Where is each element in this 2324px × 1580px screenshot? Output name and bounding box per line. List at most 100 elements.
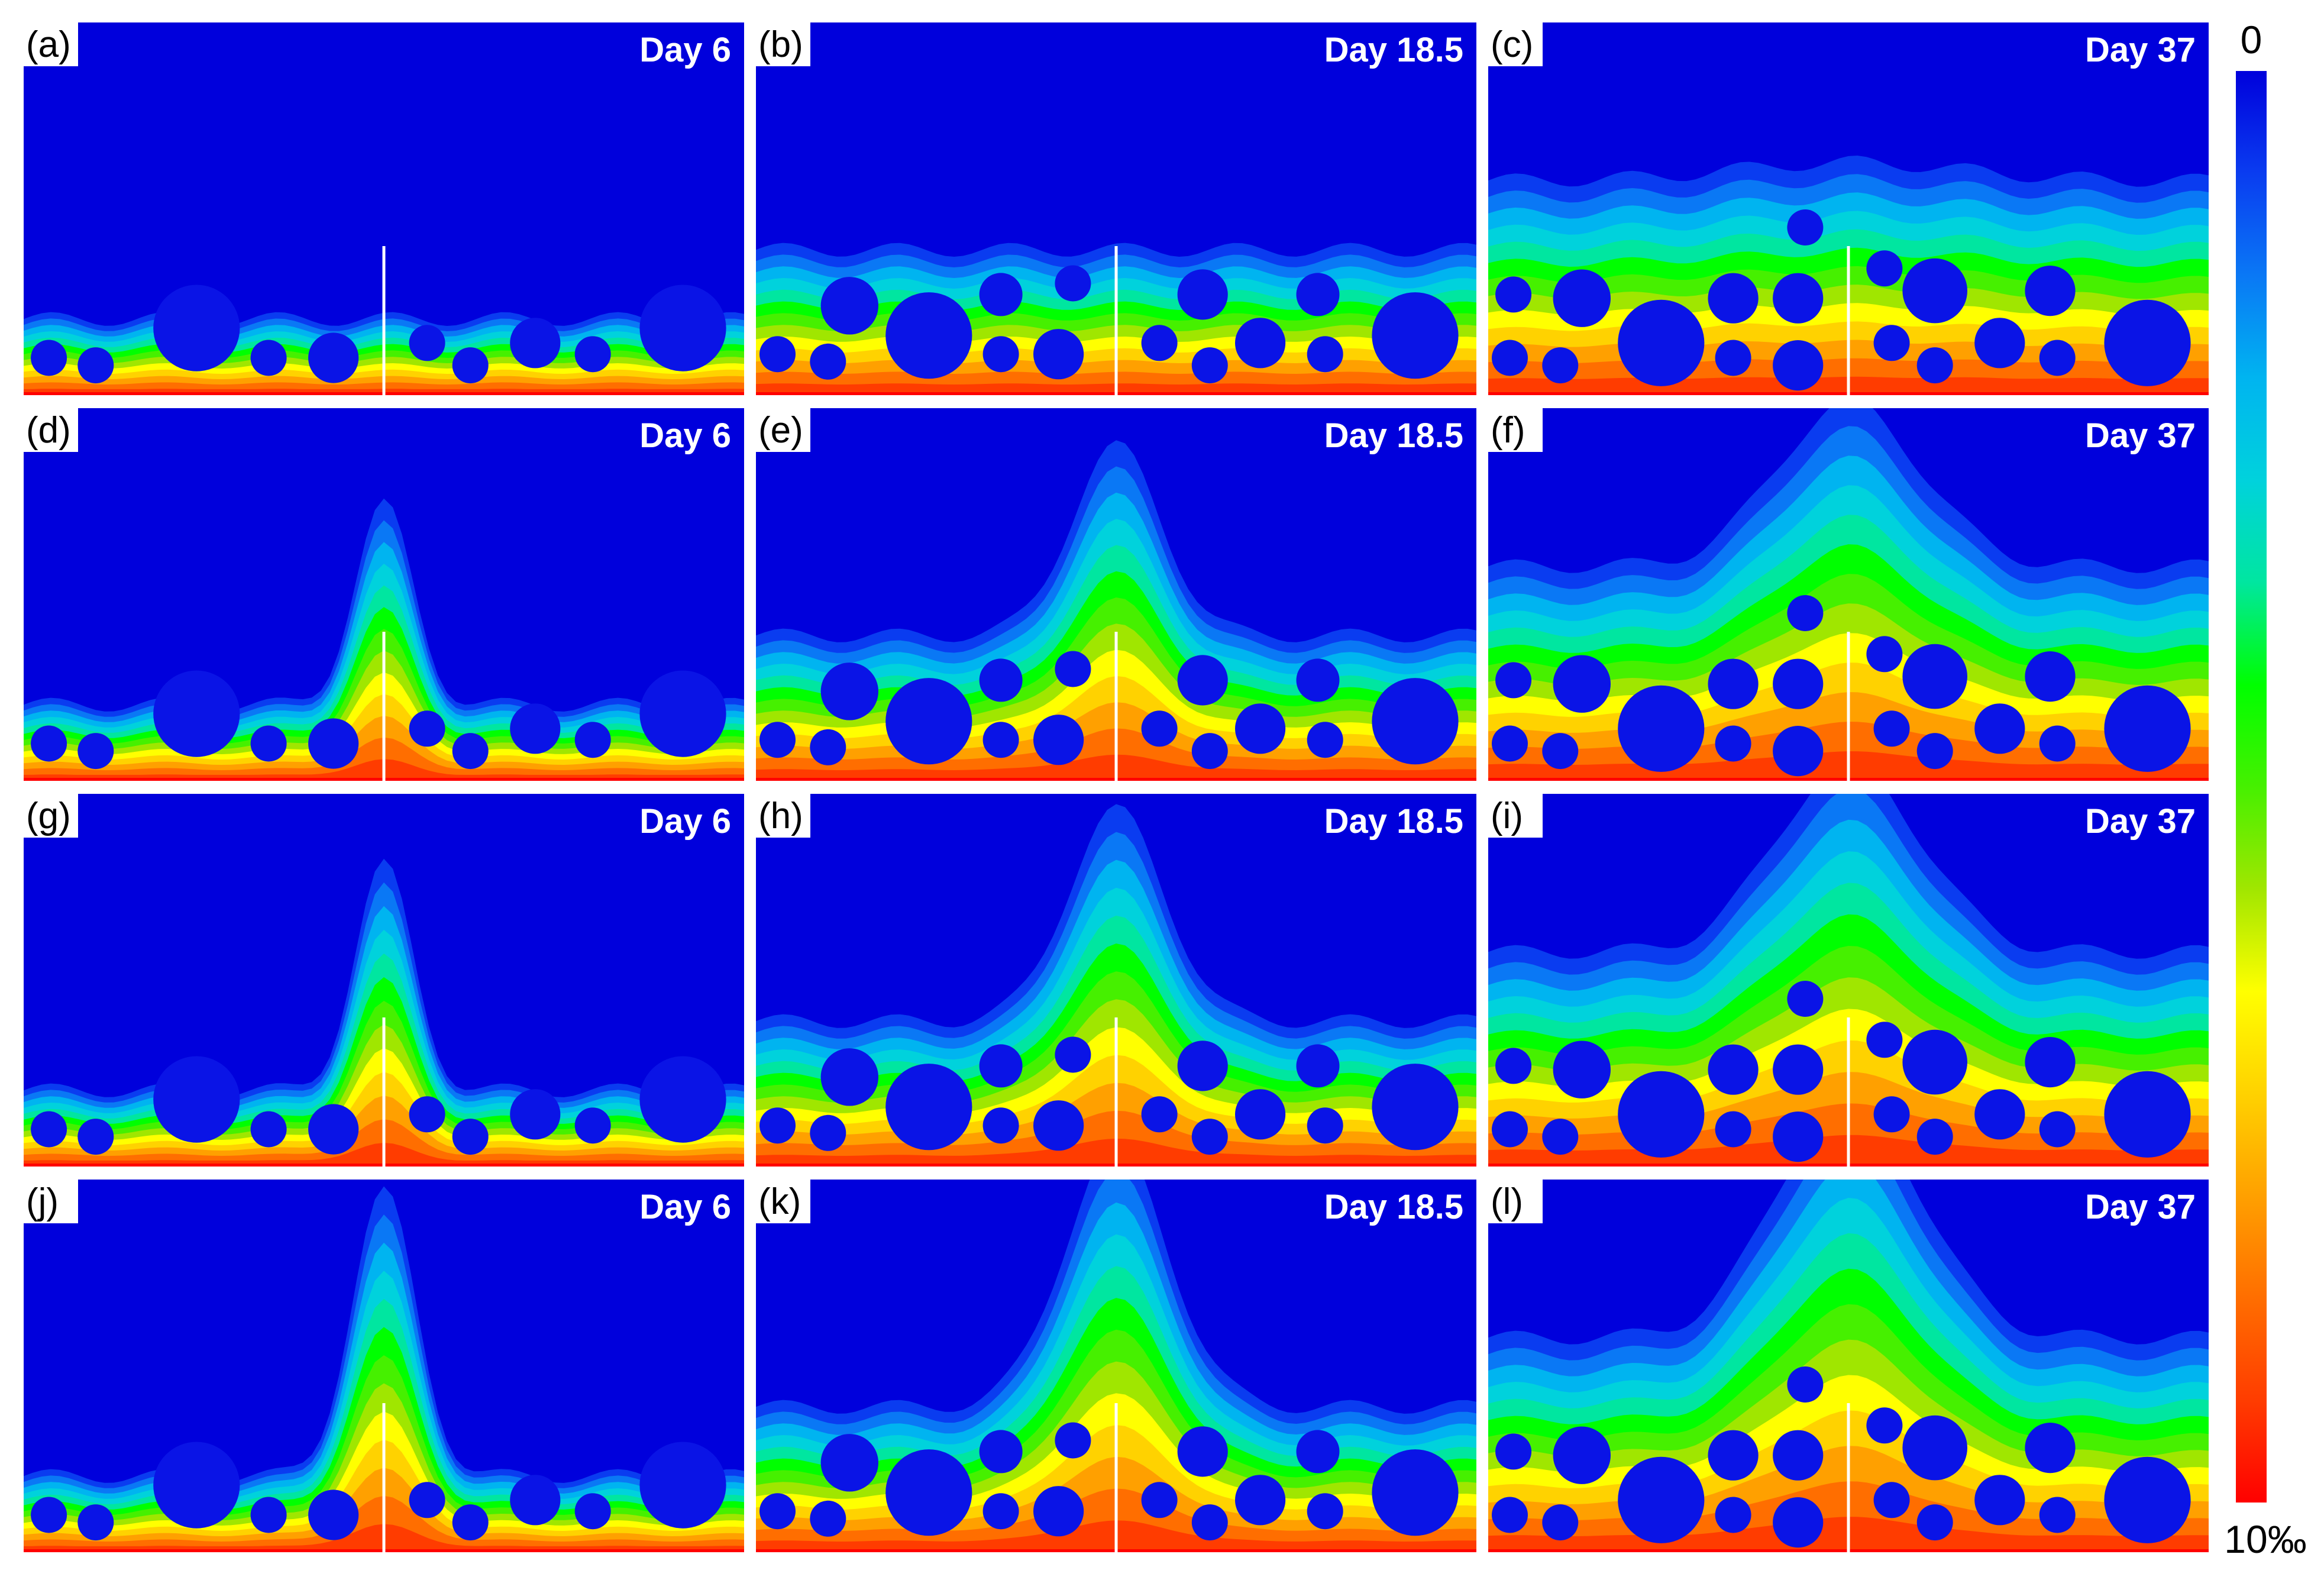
aggregate-particle xyxy=(1033,1486,1084,1537)
aggregate-particle xyxy=(409,710,445,747)
contour-panel-k: (k) Day 18.5 xyxy=(756,1180,1476,1552)
aggregate-particle xyxy=(1708,1430,1759,1481)
aggregate-particle xyxy=(1787,595,1824,631)
aggregate-particle xyxy=(639,670,726,757)
panel-label: (f) xyxy=(1491,410,1525,451)
aggregate-particle xyxy=(1708,658,1759,709)
aggregate-particle xyxy=(1773,726,1824,777)
panel-label: (j) xyxy=(26,1181,59,1222)
aggregate-particle xyxy=(1177,1426,1228,1477)
aggregate-particle xyxy=(1372,1449,1459,1536)
aggregate-particle xyxy=(810,729,846,765)
aggregate-particle xyxy=(510,1475,561,1526)
aggregate-particle xyxy=(1873,710,1910,747)
aggregate-particle xyxy=(153,285,240,371)
aggregate-particle xyxy=(1866,1022,1903,1058)
aggregate-particle xyxy=(979,1430,1023,1474)
colorbar: 0 10‰ xyxy=(2224,18,2306,1561)
aggregate-particle xyxy=(1191,1504,1228,1541)
aggregate-particle xyxy=(1542,733,1579,770)
aggregate-particle xyxy=(1715,725,1751,762)
aggregate-particle xyxy=(1542,347,1579,384)
contour-panel-j: (j) Day 6 xyxy=(24,1180,744,1552)
aggregate-particle xyxy=(1618,1071,1705,1158)
aggregate-particle xyxy=(2039,1497,2076,1533)
aggregate-particle xyxy=(1974,703,2025,754)
aggregate-particle xyxy=(1191,733,1228,770)
aggregate-particle xyxy=(1916,1504,1953,1541)
day-label: Day 6 xyxy=(639,1188,731,1226)
aggregate-particle xyxy=(31,1111,67,1148)
aggregate-particle xyxy=(250,1111,287,1148)
aggregate-particle xyxy=(1773,1112,1824,1162)
aggregate-particle xyxy=(77,1504,114,1541)
aggregate-particle xyxy=(1542,1119,1579,1155)
aggregate-particle xyxy=(1553,1426,1611,1484)
day-label: Day 37 xyxy=(2085,416,2196,455)
aggregate-particle xyxy=(250,1497,287,1533)
day-label: Day 18.5 xyxy=(1324,1188,1463,1226)
aggregate-particle xyxy=(1177,655,1228,706)
contour-panel-e: (e) Day 18.5 xyxy=(756,408,1476,781)
aggregate-particle xyxy=(979,1044,1023,1088)
panel-label: (b) xyxy=(758,24,803,65)
aggregate-particle xyxy=(1773,1497,1824,1548)
aggregate-particle xyxy=(1708,1044,1759,1095)
contour-panel-i: (i) Day 37 xyxy=(1488,794,2209,1167)
aggregate-particle xyxy=(2025,1037,2076,1088)
aggregate-particle xyxy=(1492,340,1528,376)
aggregate-particle xyxy=(1715,340,1751,376)
aggregate-particle xyxy=(1866,250,1903,287)
aggregate-particle xyxy=(2104,299,2191,386)
aggregate-particle xyxy=(1618,299,1705,386)
aggregate-particle xyxy=(1055,651,1091,687)
aggregate-particle xyxy=(2025,651,2076,702)
aggregate-particle xyxy=(979,273,1023,316)
aggregate-particle xyxy=(1033,715,1084,765)
aggregate-particle xyxy=(1495,1048,1532,1084)
colorbar-min-label: 0 xyxy=(2241,18,2262,62)
aggregate-particle xyxy=(31,725,67,762)
aggregate-particle xyxy=(452,347,489,384)
aggregate-particle xyxy=(1974,1089,2025,1140)
aggregate-particle xyxy=(982,722,1019,758)
aggregate-particle xyxy=(1372,292,1459,379)
contour-panel-a: (a) Day 6 xyxy=(24,22,744,395)
panel-label: (h) xyxy=(758,796,803,836)
aggregate-particle xyxy=(1191,1119,1228,1155)
aggregate-particle xyxy=(1296,1430,1340,1474)
aggregate-particle xyxy=(1141,1096,1178,1133)
aggregate-particle xyxy=(1492,725,1528,762)
aggregate-particle xyxy=(574,1493,611,1530)
aggregate-particle xyxy=(31,340,67,376)
panel-label: (d) xyxy=(26,410,71,451)
aggregate-particle xyxy=(1618,685,1705,772)
panel-label: (l) xyxy=(1491,1181,1523,1222)
aggregate-particle xyxy=(2025,266,2076,316)
panel-label: (k) xyxy=(758,1181,801,1222)
aggregate-particle xyxy=(153,670,240,757)
aggregate-particle xyxy=(1974,1475,2025,1526)
aggregate-particle xyxy=(820,1434,878,1492)
panel-label-box xyxy=(756,408,810,452)
day-label: Day 18.5 xyxy=(1324,31,1463,69)
aggregate-particle xyxy=(982,1493,1019,1530)
aggregate-particle xyxy=(1307,722,1343,758)
panel-label: (i) xyxy=(1491,796,1523,836)
aggregate-particle xyxy=(1177,269,1228,320)
aggregate-particle xyxy=(1974,318,2025,369)
aggregate-particle xyxy=(510,318,561,369)
aggregate-particle xyxy=(1866,636,1903,673)
aggregate-particle xyxy=(1773,658,1824,709)
aggregate-particle xyxy=(250,340,287,376)
aggregate-particle xyxy=(2039,340,2076,376)
aggregate-particle xyxy=(77,347,114,384)
aggregate-particle xyxy=(1235,1475,1286,1526)
aggregate-particle xyxy=(1618,1456,1705,1543)
aggregate-particle xyxy=(885,292,972,379)
aggregate-particle xyxy=(759,722,796,758)
aggregate-particle xyxy=(77,733,114,770)
aggregate-particle xyxy=(153,1442,240,1529)
aggregate-particle xyxy=(1141,710,1178,747)
